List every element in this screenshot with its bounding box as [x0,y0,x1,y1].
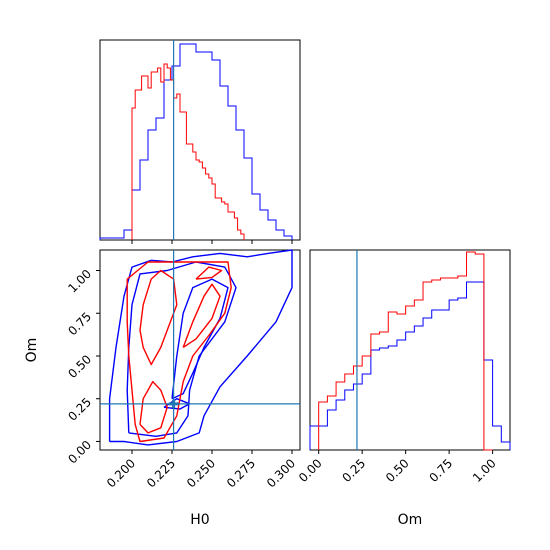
y-axis-label-om: Om [24,338,40,363]
contour-series-0-level-2 [171,278,229,400]
x-axis-label-om: Om [398,512,423,528]
contour-ytick-label-4: 1.00 [65,267,94,296]
contour-ytick-label-1: 0.25 [65,395,94,424]
contour-ytick-label-3: 0.75 [65,309,94,338]
hist-om-series-0-steps [309,281,511,450]
contour-series-0-level-0 [108,249,293,446]
hist-om-xtick-label-4: 1.00 [470,456,499,485]
contour-series-1-level-2 [139,380,168,434]
hist-h0-series-0-steps [99,43,293,240]
om-histogram-frame [309,249,511,451]
contour-frame [99,249,301,451]
x-axis-label-h0: H0 [190,512,209,528]
contour-series-1-level-4 [195,266,223,280]
hist-om-series-1-steps [318,251,493,451]
contour-series-1-level-0 [126,261,232,443]
contour-ytick-label-2: 0.50 [65,352,94,381]
contour-truth-marker [168,399,179,408]
contour-ytick-label-0: 0.00 [65,438,94,467]
contour-h0-om-xtick-label-3: 0.275 [224,456,258,490]
hist-om-xtick-label-1: 0.25 [340,456,369,485]
hist-om-xtick-label-3: 0.75 [426,456,455,485]
contour-h0-om-xtick-label-0: 0.200 [104,456,138,490]
contour-h0-om-xtick-label-4: 0.300 [264,456,298,490]
h0-histogram-frame [99,39,301,241]
h0-om-contour-panel: 0.00 0.25 0.50 0.75 1.00 0.200 0.225 0.250 0.275… [24,249,301,528]
contour-series-1-level-1 [139,269,178,366]
hist-h0-series-1-steps [131,63,245,240]
contour-h0-om-xtick-label-2: 0.250 [184,456,218,490]
h0-histogram-panel [99,39,301,244]
hist-om-xtick-label-2: 0.50 [383,456,412,485]
hist-om-xtick-label-0: 0.00 [296,456,325,485]
contour-h0-om-xtick-label-1: 0.225 [144,456,178,490]
om-histogram-panel: 0.00 0.25 0.50 0.75 1.00 Om [296,249,511,528]
contour-series-1-level-3 [182,283,221,348]
